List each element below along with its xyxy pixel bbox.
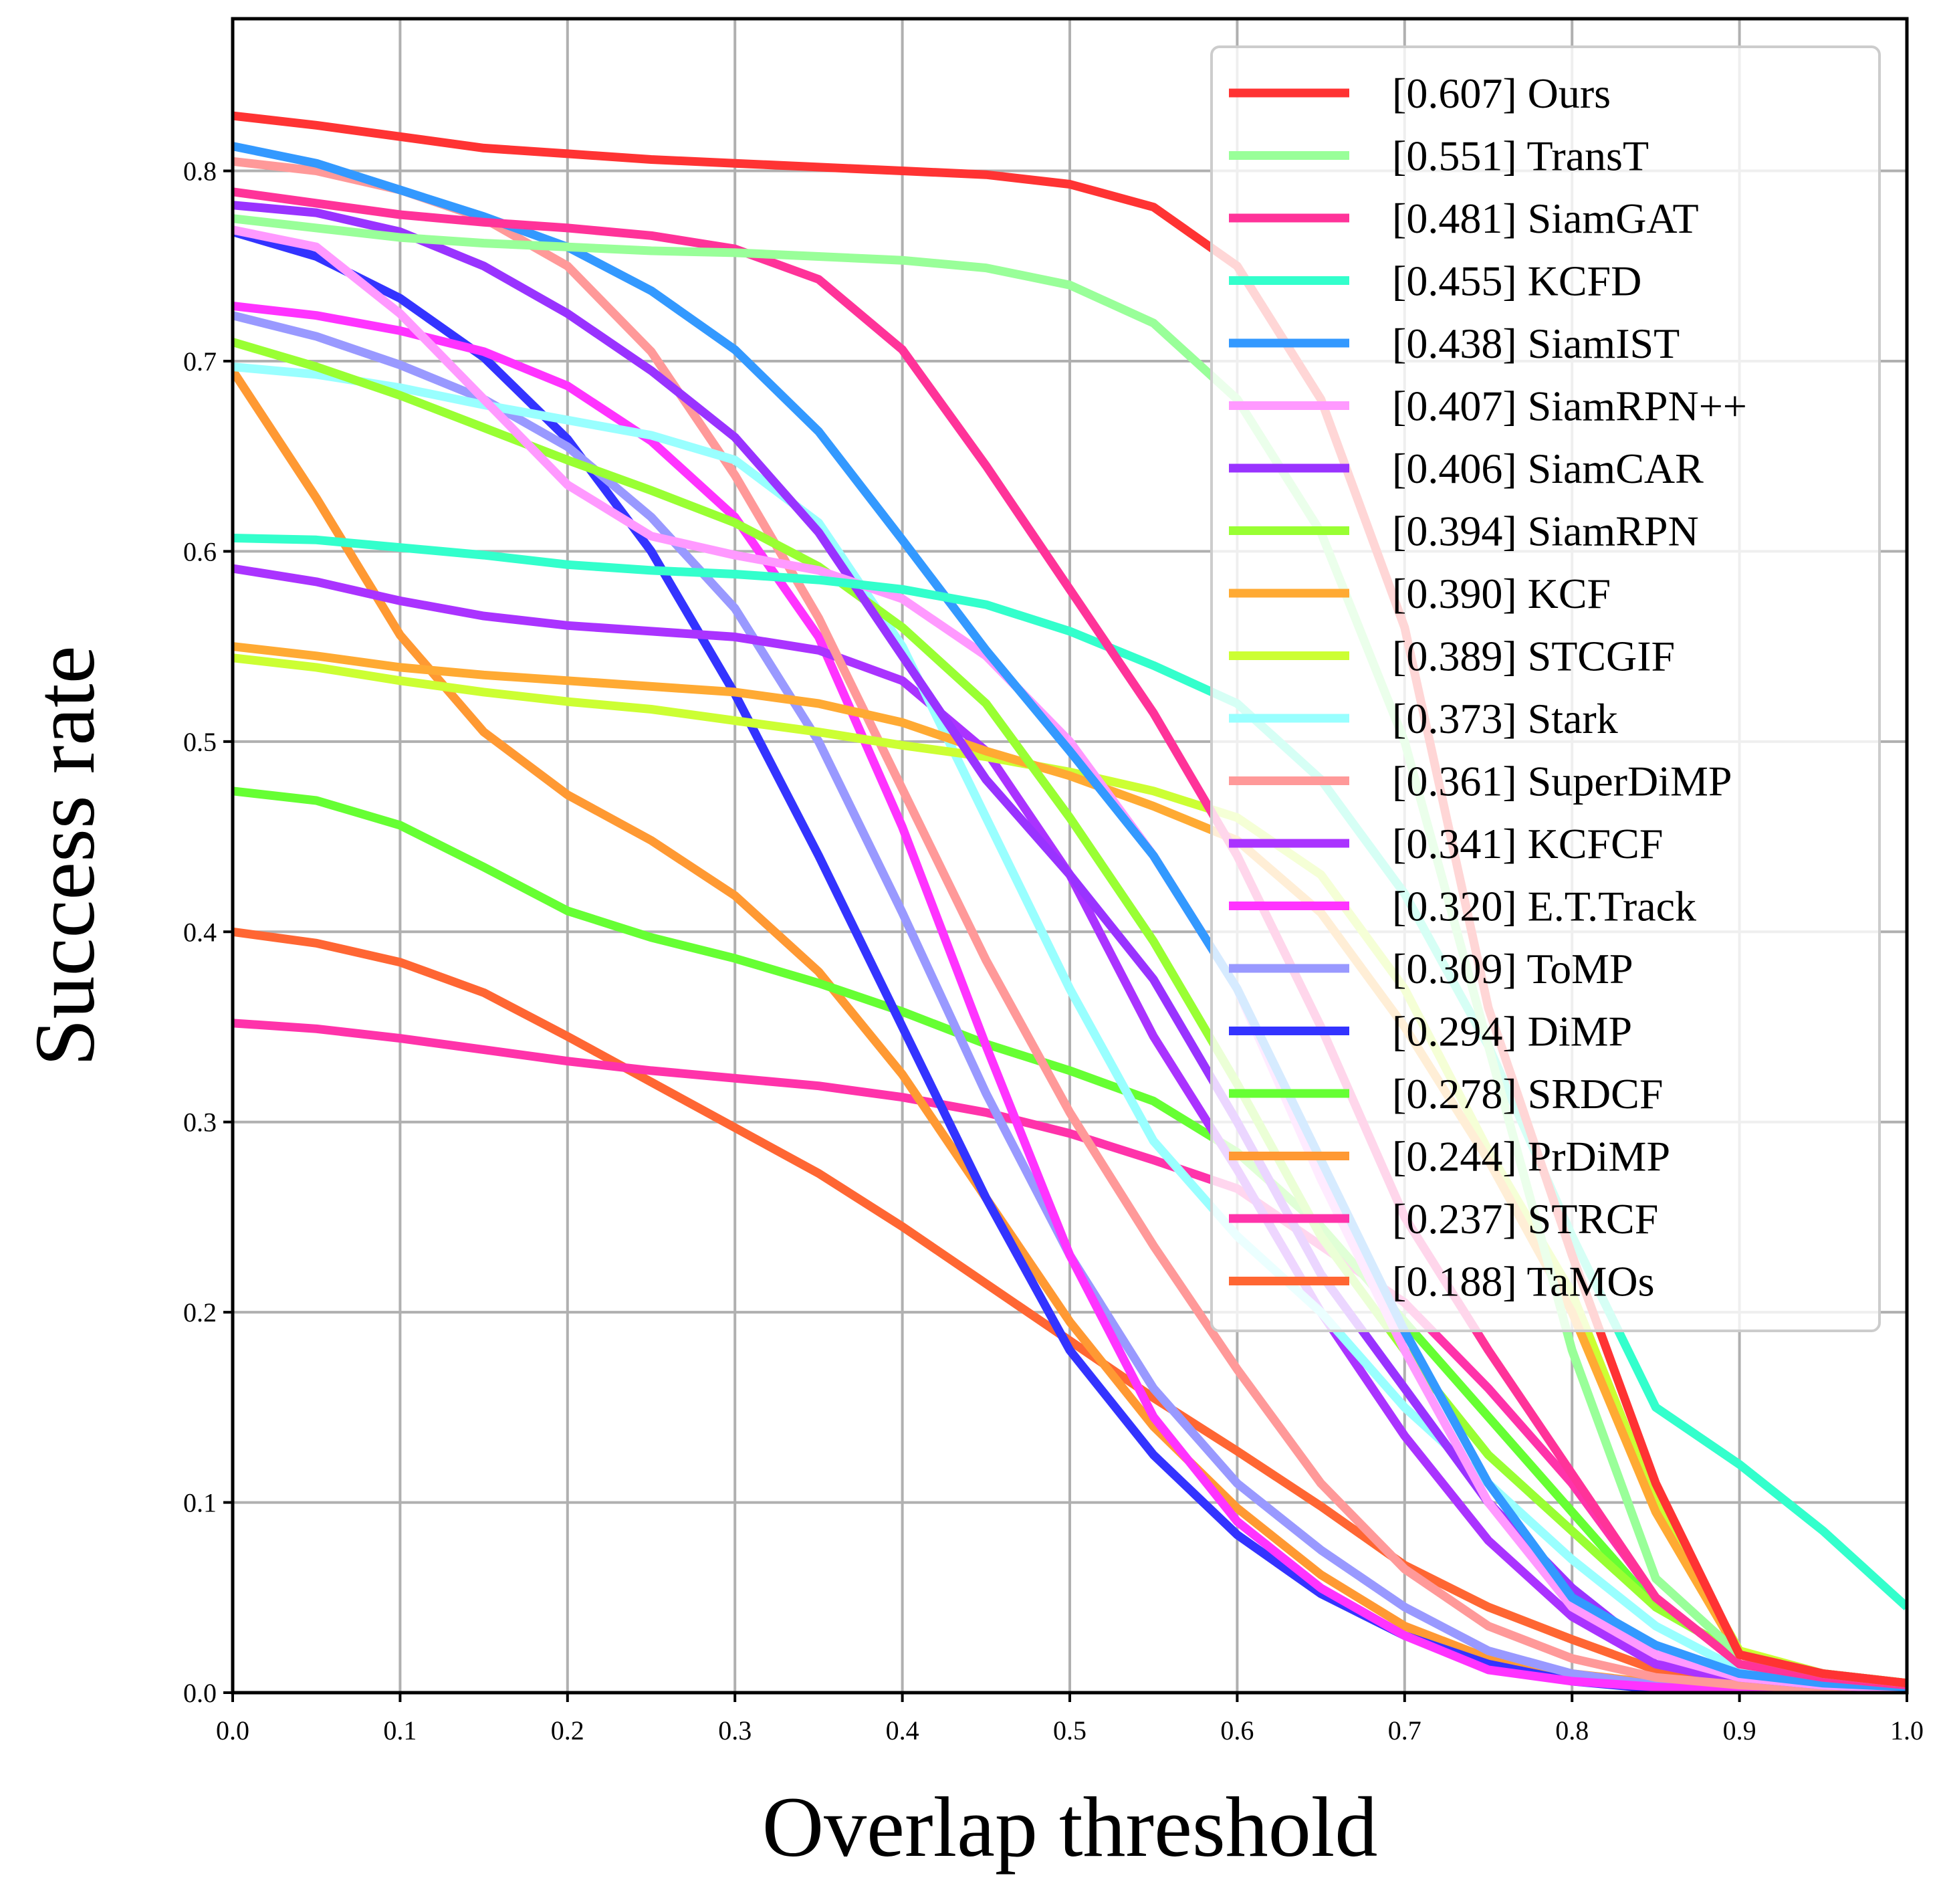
series-line-11 bbox=[233, 156, 1907, 1693]
legend-label: [0.455] KCFD bbox=[1392, 257, 1641, 305]
legend-label: [0.278] SRDCF bbox=[1392, 1070, 1663, 1118]
series-line-19 bbox=[233, 927, 1907, 1693]
x-tick-label: 0.5 bbox=[1053, 1715, 1087, 1746]
legend-label: [0.361] SuperDiMP bbox=[1392, 758, 1732, 805]
x-tick-label: 0.8 bbox=[1555, 1715, 1589, 1746]
legend-label: [0.389] STCGIF bbox=[1392, 633, 1675, 680]
legend-label: [0.237] STRCF bbox=[1392, 1195, 1658, 1243]
legend-label: [0.551] TransT bbox=[1392, 132, 1649, 180]
y-tick-label: 0.8 bbox=[183, 156, 217, 187]
x-tick-label: 0.1 bbox=[383, 1715, 417, 1746]
legend-label: [0.320] E.T.Track bbox=[1392, 883, 1696, 930]
series-line-0 bbox=[233, 111, 1907, 1688]
series-line-5 bbox=[233, 225, 1907, 1693]
legend-label: [0.373] Stark bbox=[1392, 695, 1618, 742]
legend-box bbox=[1210, 45, 1881, 1332]
series-line-2 bbox=[233, 187, 1907, 1690]
x-tick-label: 0.0 bbox=[216, 1715, 249, 1746]
series-lines bbox=[233, 111, 1907, 1693]
series-line-3 bbox=[233, 534, 1907, 1610]
y-axis-ticks: 0.0 0.1 0.2 0.3 0.4 0.5 0.6 0.7 0.8 bbox=[183, 156, 233, 1708]
x-tick-label: 0.4 bbox=[886, 1715, 919, 1746]
legend-label: [0.341] KCFCF bbox=[1392, 820, 1663, 867]
legend-label: [0.394] SiamRPN bbox=[1392, 508, 1699, 555]
legend-label: [0.309] ToMP bbox=[1392, 945, 1633, 992]
x-tick-label: 0.7 bbox=[1388, 1715, 1421, 1746]
y-tick-label: 0.0 bbox=[183, 1678, 217, 1708]
x-axis-ticks: 0.0 0.1 0.2 0.3 0.4 0.5 0.6 0.7 0.8 0.9 1.0 bbox=[216, 1693, 1924, 1746]
legend-label: [0.481] SiamGAT bbox=[1392, 195, 1699, 242]
y-tick-label: 0.7 bbox=[183, 346, 217, 377]
legend-label: [0.406] SiamCAR bbox=[1392, 445, 1704, 492]
y-tick-label: 0.3 bbox=[183, 1107, 217, 1138]
y-tick-label: 0.6 bbox=[183, 536, 217, 566]
y-tick-label: 0.2 bbox=[183, 1297, 217, 1328]
x-axis-title: Overlap threshold bbox=[762, 1780, 1378, 1875]
legend-label: [0.607] Ours bbox=[1392, 70, 1611, 117]
x-tick-label: 0.2 bbox=[551, 1715, 584, 1746]
series-line-13 bbox=[233, 302, 1907, 1693]
legend-label: [0.407] SiamRPN++ bbox=[1392, 383, 1747, 430]
legend-label: [0.244] PrDiMP bbox=[1392, 1133, 1670, 1180]
y-axis-title: Success rate bbox=[17, 645, 112, 1066]
legend-label: [0.188] TaMOs bbox=[1392, 1258, 1655, 1305]
y-tick-label: 0.5 bbox=[183, 727, 217, 757]
series-line-16 bbox=[233, 786, 1907, 1688]
series-line-8 bbox=[233, 642, 1907, 1688]
legend-label: [0.294] DiMP bbox=[1392, 1008, 1632, 1055]
x-tick-label: 0.3 bbox=[718, 1715, 752, 1746]
legend-label: [0.438] SiamIST bbox=[1392, 320, 1680, 367]
y-tick-label: 0.4 bbox=[183, 917, 217, 947]
x-tick-label: 0.9 bbox=[1723, 1715, 1756, 1746]
legend-label: [0.390] KCF bbox=[1392, 570, 1611, 617]
x-tick-label: 1.0 bbox=[1890, 1715, 1924, 1746]
series-line-1 bbox=[233, 214, 1907, 1688]
y-tick-label: 0.1 bbox=[183, 1488, 217, 1518]
series-line-10 bbox=[233, 362, 1907, 1693]
legend: [0.607] Ours [0.551] TransT [0.481] SiamGA… bbox=[1210, 45, 1881, 1332]
x-tick-label: 0.6 bbox=[1220, 1715, 1254, 1746]
series-line-7 bbox=[233, 338, 1907, 1688]
